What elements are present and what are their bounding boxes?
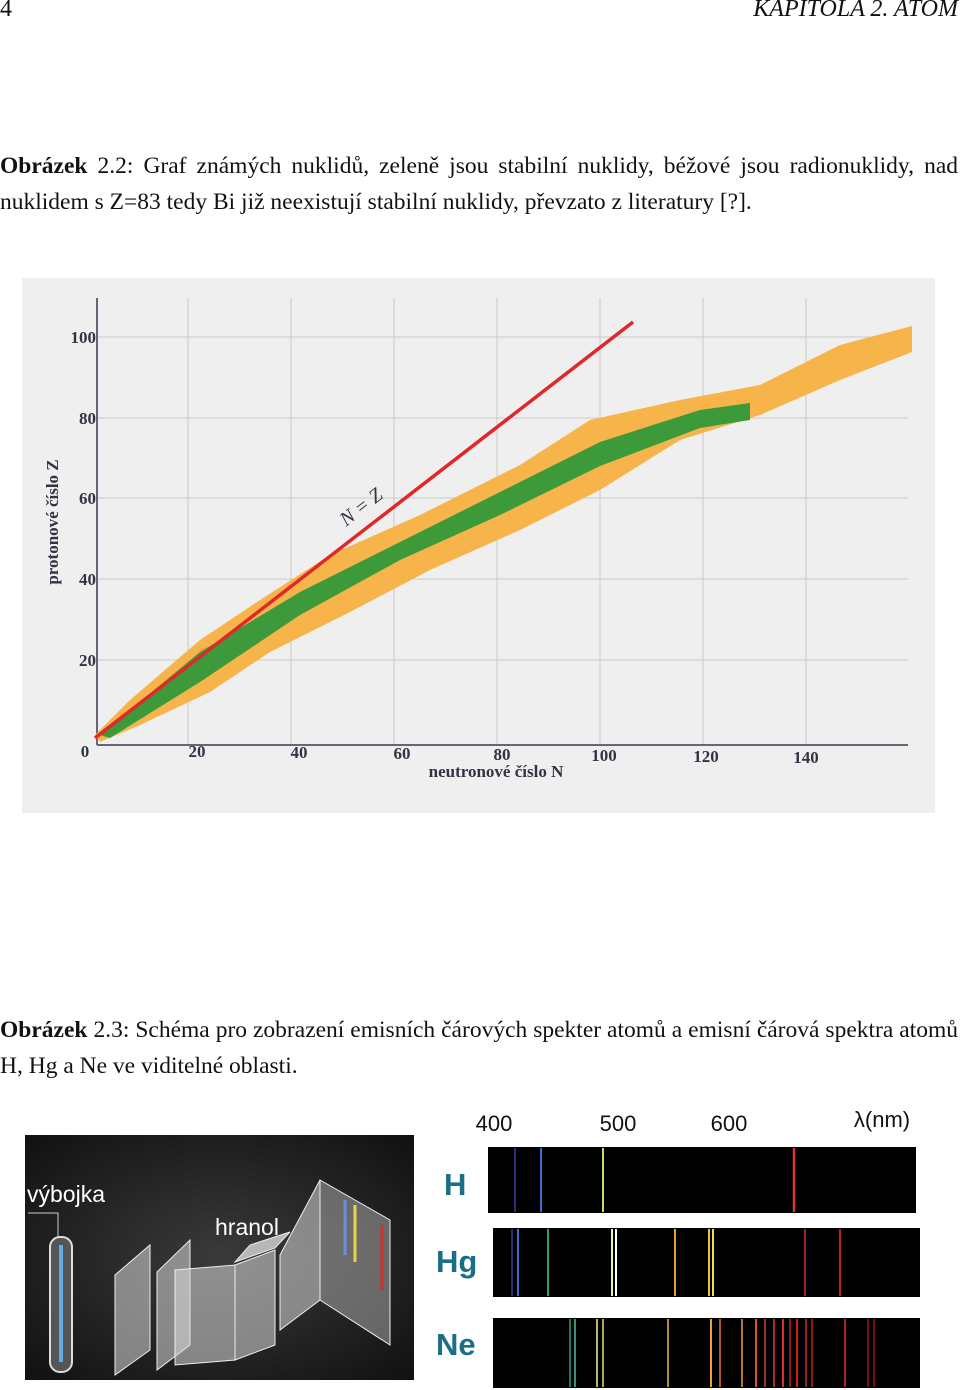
x-tick-label: 40 bbox=[291, 743, 308, 762]
wavelength-tick-label: 400 bbox=[476, 1111, 513, 1136]
y-tick-label: 20 bbox=[79, 651, 96, 670]
y-tick-label: 40 bbox=[79, 570, 96, 589]
running-title: KAPITOLA 2. ATOM bbox=[753, 0, 958, 22]
spectrum-h bbox=[488, 1147, 916, 1213]
n-equals-z-line bbox=[93, 320, 635, 740]
caption-label: Obrázek bbox=[0, 1017, 88, 1043]
spectrum-hg bbox=[493, 1228, 920, 1297]
caption-text: 2.3: Schéma pro zobrazení emisních čárov… bbox=[0, 1017, 958, 1079]
element-label: Hg bbox=[436, 1244, 477, 1279]
y-tick-label: 60 bbox=[79, 489, 96, 508]
caption-text: 2.2: Graf známých nuklidů, zeleně jsou s… bbox=[0, 153, 959, 215]
caption-label: Obrázek bbox=[0, 153, 88, 179]
spectral-lines bbox=[511, 1148, 875, 1387]
x-tick-label: 20 bbox=[189, 742, 206, 761]
x-tick-label: 60 bbox=[394, 744, 411, 763]
page-number: 4 bbox=[0, 0, 12, 22]
x-tick-label: 0 bbox=[81, 742, 90, 761]
x-tick-label: 100 bbox=[591, 746, 617, 765]
wavelength-tick-label: 500 bbox=[600, 1111, 637, 1136]
x-tick-label: 120 bbox=[693, 747, 719, 766]
y-ticks: 100 80 60 40 20 bbox=[71, 328, 97, 670]
y-tick-label: 80 bbox=[79, 409, 96, 428]
wavelength-axis: 400 500 600 λ(nm) bbox=[476, 1107, 910, 1136]
x-ticks: 0 20 40 60 80 100 120 140 bbox=[81, 742, 819, 767]
label: hranol bbox=[215, 1214, 279, 1240]
wavelength-unit: λ(nm) bbox=[854, 1107, 910, 1132]
spectrum-ne bbox=[493, 1318, 920, 1388]
optics bbox=[114, 1179, 391, 1376]
element-labels: H Hg Ne bbox=[436, 1167, 477, 1362]
caption: Obrázek 2.3: Schéma pro zobrazení emisní… bbox=[0, 1012, 958, 1084]
caption: Obrázek 2.2: Graf známých nuklidů, zelen… bbox=[0, 148, 958, 220]
wavelength-tick-label: 600 bbox=[711, 1111, 748, 1136]
radionuclide-band bbox=[95, 326, 912, 742]
y-tick-label: 100 bbox=[71, 328, 97, 347]
x-tick-label: 80 bbox=[494, 745, 511, 764]
y-axis-label: protonové číslo Z bbox=[43, 459, 62, 584]
element-label: H bbox=[444, 1167, 466, 1202]
x-tick-label: 140 bbox=[793, 748, 819, 767]
leader bbox=[28, 1212, 59, 1237]
label: výbojka bbox=[27, 1181, 105, 1207]
x-axis-label: neutronové číslo N bbox=[429, 762, 564, 781]
element-label: Ne bbox=[436, 1327, 476, 1362]
